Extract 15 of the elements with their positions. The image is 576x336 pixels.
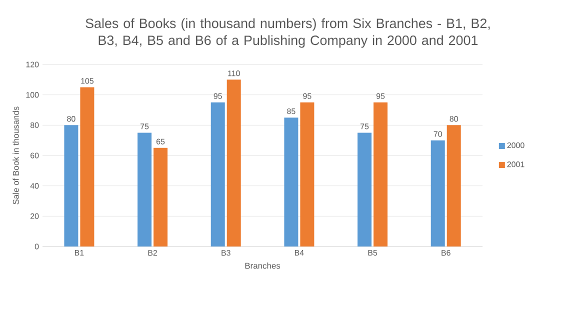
bar — [358, 132, 372, 247]
x-axis-title: Branches — [245, 262, 280, 269]
bar — [154, 148, 168, 247]
bar — [64, 125, 78, 247]
bar — [210, 102, 225, 247]
bar — [300, 102, 314, 247]
bar — [80, 87, 94, 247]
bar — [138, 132, 152, 247]
bar — [430, 140, 445, 247]
bar — [446, 125, 461, 247]
y-axis-title: Sale of Book in thousands — [12, 106, 19, 204]
chart-title: Sales of Books (in thousand numbers) from Six Branches - B1, B2, B3, B4, B5 and B6 of a Publishing Company in 2000 and 2001 — [86, 18, 490, 48]
bar — [374, 102, 388, 247]
bar — [284, 118, 298, 247]
bar — [226, 80, 241, 247]
